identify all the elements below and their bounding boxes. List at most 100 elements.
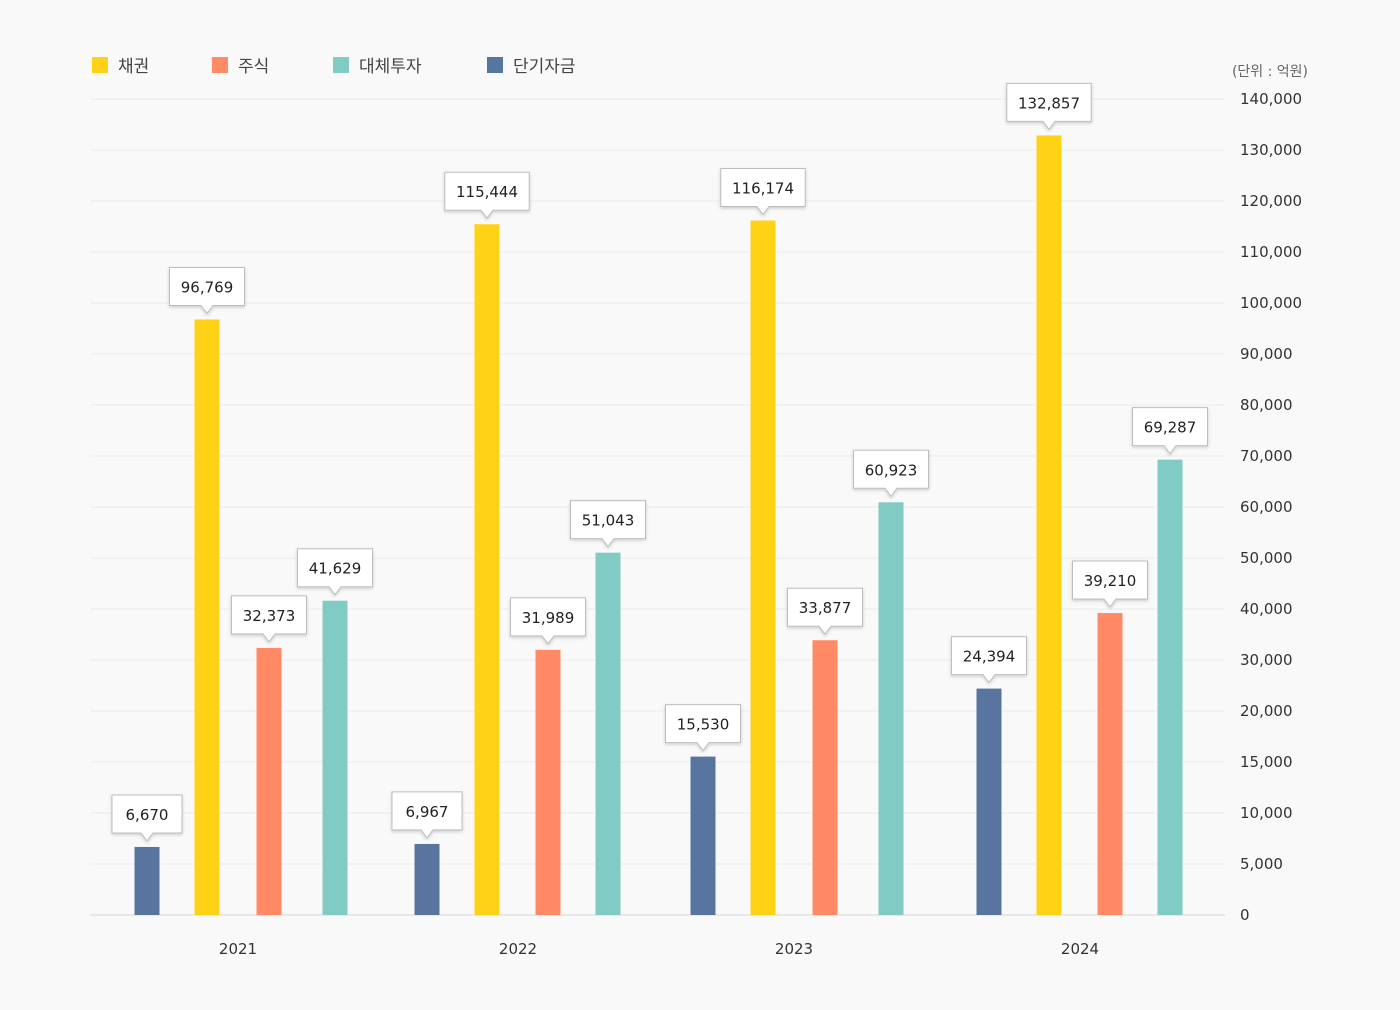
data-label-text: 24,394 (963, 648, 1016, 666)
bar (414, 843, 440, 915)
x-axis-categories: 2021 2022 2023 2024 (219, 940, 1099, 958)
data-label: 132,857 (1006, 82, 1092, 131)
legend: 채권 주식 대체투자 단기자금 (92, 57, 576, 77)
data-label: 33,877 (787, 587, 863, 636)
data-label-box (231, 595, 307, 643)
bar (1157, 459, 1183, 915)
bar (256, 647, 282, 915)
data-label-text: 39,210 (1084, 572, 1137, 590)
data-label-box (665, 704, 741, 752)
data-label: 6,670 (111, 794, 183, 842)
y-tick-label: 30,000 (1240, 651, 1293, 669)
x-category-label: 2024 (1061, 940, 1099, 958)
data-label-text: 116,174 (732, 180, 794, 198)
data-label-text: 33,877 (799, 599, 852, 617)
y-tick-label: 100,000 (1240, 294, 1302, 312)
bar (976, 688, 1002, 915)
bar (535, 649, 561, 915)
y-tick-label: 120,000 (1240, 192, 1302, 210)
data-label: 6,967 (391, 791, 463, 839)
bar (134, 846, 160, 915)
y-tick-label: 80,000 (1240, 396, 1293, 414)
legend-swatch (92, 57, 108, 73)
data-label: 96,769 (169, 266, 245, 315)
data-label-text: 51,043 (582, 512, 635, 530)
data-label-box (1006, 82, 1092, 131)
y-tick-label: 50,000 (1240, 549, 1293, 567)
y-tick-label: 10,000 (1240, 804, 1293, 822)
legend-swatch (212, 57, 228, 73)
data-label: 32,373 (231, 595, 307, 643)
data-label-text: 6,967 (406, 803, 449, 821)
data-label-text: 132,857 (1018, 94, 1080, 112)
y-tick-label: 130,000 (1240, 141, 1302, 159)
data-label: 69,287 (1132, 407, 1208, 455)
x-category-label: 2022 (499, 940, 537, 958)
data-label-box (720, 168, 806, 216)
data-label-text: 115,444 (456, 183, 518, 201)
data-label-text: 6,670 (126, 806, 169, 824)
bar (690, 756, 716, 915)
data-label-box (510, 597, 586, 645)
y-tick-label: 40,000 (1240, 600, 1293, 618)
legend-label: 채권 (118, 57, 149, 77)
legend-label: 주식 (238, 57, 269, 77)
data-label-box (570, 500, 646, 548)
y-tick-label: 15,000 (1240, 753, 1293, 771)
data-label-box (1072, 560, 1148, 608)
unit-label: (단위 : 억원) (1232, 64, 1308, 80)
bar (1036, 135, 1062, 915)
y-tick-label: 0 (1240, 906, 1250, 924)
data-label-box (1132, 407, 1208, 455)
data-label: 41,629 (297, 548, 373, 596)
data-label-text: 32,373 (243, 607, 296, 625)
data-label: 116,174 (720, 168, 806, 216)
y-tick-label: 60,000 (1240, 498, 1293, 516)
data-label-box (787, 587, 863, 636)
legend-label: 단기자금 (513, 57, 576, 77)
data-label: 60,923 (853, 449, 929, 498)
data-label-text: 15,530 (677, 716, 730, 734)
bar (750, 220, 776, 916)
data-label-box (444, 171, 530, 220)
bar (812, 640, 838, 915)
y-tick-label: 110,000 (1240, 243, 1302, 261)
x-category-label: 2023 (775, 940, 813, 958)
data-label-box (111, 794, 183, 842)
x-category-label: 2021 (219, 940, 257, 958)
bar (878, 502, 904, 915)
data-label-text: 96,769 (181, 278, 234, 296)
y-tick-label: 70,000 (1240, 447, 1293, 465)
data-label-text: 60,923 (865, 461, 918, 479)
legend-swatch (487, 57, 503, 73)
bar (322, 600, 348, 915)
data-label: 39,210 (1072, 560, 1148, 608)
data-label: 115,444 (444, 171, 530, 220)
data-labels: 6,670 96,769 32,373 41,629 6,967 115,444 31,98… (111, 82, 1208, 842)
y-tick-label: 140,000 (1240, 90, 1302, 108)
y-tick-label: 90,000 (1240, 345, 1293, 363)
data-label-box (853, 449, 929, 498)
data-label-text: 41,629 (309, 560, 362, 578)
legend-swatch (333, 57, 349, 73)
data-label: 31,989 (510, 597, 586, 645)
data-label: 51,043 (570, 500, 646, 548)
data-label: 24,394 (951, 636, 1027, 684)
data-label-text: 69,287 (1144, 419, 1197, 437)
data-label-box (169, 266, 245, 315)
legend-label: 대체투자 (359, 57, 422, 77)
y-tick-label: 5,000 (1240, 855, 1283, 873)
data-label-text: 31,989 (522, 609, 575, 627)
data-label: 15,530 (665, 704, 741, 752)
bar (194, 319, 220, 915)
bar (474, 224, 500, 915)
bar (1097, 613, 1123, 915)
data-label-box (391, 791, 463, 839)
data-label-box (297, 548, 373, 596)
bar (595, 552, 621, 915)
bars (134, 135, 1183, 916)
data-label-box (951, 636, 1027, 684)
y-axis-ticks: 0 5,000 10,000 15,000 20,000 30,000 40,000 50,0… (1240, 90, 1302, 924)
y-tick-label: 20,000 (1240, 702, 1293, 720)
